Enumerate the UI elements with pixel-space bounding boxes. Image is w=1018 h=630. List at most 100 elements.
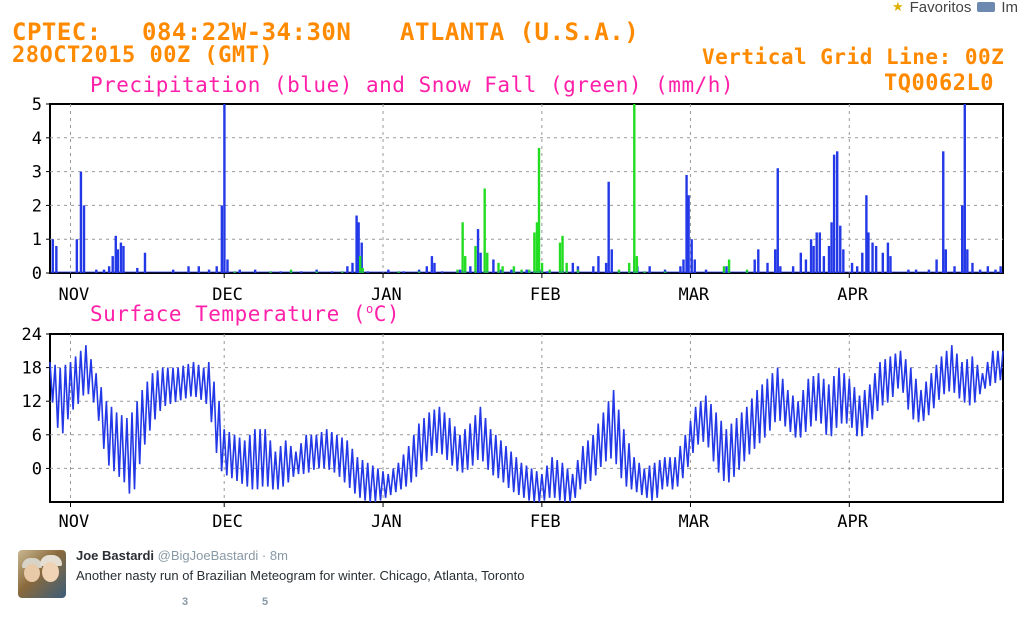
- precipitation-bar: [223, 104, 226, 273]
- precipitation-bar: [425, 266, 428, 273]
- precipitation-bar: [679, 266, 682, 273]
- precipitation-bar: [604, 262, 608, 273]
- precipitation-bar: [114, 235, 117, 273]
- snowfall-bar: [456, 269, 459, 273]
- precipitation-bar: [136, 267, 139, 273]
- precipitation-bar: [961, 205, 964, 273]
- snowfall-bar: [540, 262, 544, 273]
- precipitation-bar: [107, 266, 111, 273]
- header-coords: 084:22W-34:30N: [142, 18, 352, 46]
- precipitation-bar: [648, 266, 651, 273]
- precipitation-bar: [607, 181, 610, 273]
- header-source: CPTEC:: [12, 18, 102, 46]
- tweet-text: Another nasty run of Brazilian Meteogram…: [76, 568, 525, 583]
- snowfall-bar: [474, 245, 477, 273]
- tweet-author[interactable]: Joe Bastardi: [76, 548, 155, 563]
- y-tick-label: 4: [32, 129, 42, 149]
- precipitation-bar: [753, 259, 756, 273]
- month-label: MAR: [678, 512, 709, 532]
- header-grid-line: Vertical Grid Line: 00Z: [702, 45, 1005, 69]
- y-tick-label: 5: [32, 95, 42, 115]
- precipitation-bar: [197, 266, 200, 273]
- chart-frame: [49, 333, 1004, 503]
- temperature-line: [49, 345, 1004, 503]
- month-label: JAN: [371, 512, 402, 532]
- snowfall-bar: [512, 266, 516, 273]
- precipitation-bar: [865, 195, 868, 273]
- snowfall-bar: [461, 222, 464, 273]
- precipitation-bar: [95, 269, 98, 273]
- snowfall-bar: [561, 235, 564, 273]
- precipitation-bar: [791, 266, 795, 273]
- precipitation-bar: [812, 245, 815, 273]
- precipitation-bar: [842, 249, 845, 273]
- precipitation-bar: [458, 269, 462, 273]
- header-code: TQ0062L0: [884, 71, 994, 96]
- precipitation-bar: [476, 229, 480, 273]
- snowfall-bar: [537, 147, 541, 273]
- precipitation-bar: [610, 249, 613, 273]
- precipitation-bar: [839, 225, 842, 273]
- precipitation-bar: [773, 249, 777, 273]
- precipitation-bar: [122, 245, 125, 273]
- precipitation-bar: [978, 269, 982, 273]
- precipitation-bar: [220, 205, 224, 273]
- import-icon[interactable]: [977, 2, 996, 12]
- precipitation-bar: [850, 262, 854, 273]
- star-icon[interactable]: ★: [891, 0, 904, 14]
- precipitation-bar: [171, 269, 175, 273]
- precipitation-bar: [830, 222, 833, 273]
- precipitation-bar: [776, 168, 779, 273]
- precipitation-bar: [867, 232, 870, 273]
- precipitation-bar: [355, 215, 358, 273]
- snowfall-bar: [627, 262, 631, 273]
- snowfall-bar: [528, 269, 531, 273]
- temp-chart-title: Surface Temperature (oC): [90, 302, 400, 326]
- precipitation-bar: [116, 249, 120, 273]
- temp-title-unit: o: [366, 302, 374, 316]
- precipitation-bar: [479, 252, 482, 273]
- precipitation-bar: [832, 154, 836, 273]
- precipitation-bar: [966, 249, 969, 273]
- snowfall-bar: [483, 188, 486, 273]
- precipitation-bar: [779, 266, 782, 273]
- snowfall-bar: [358, 256, 362, 273]
- precipitation-bar: [215, 266, 218, 273]
- month-label: DEC: [212, 285, 243, 305]
- precipitation-bar: [469, 266, 472, 273]
- temp-title-left: Surface Temperature (: [90, 302, 367, 326]
- precipitation-bar: [827, 245, 831, 273]
- precipitation-bar: [351, 262, 354, 273]
- precipitation-bar: [238, 269, 241, 273]
- precipitation-bar: [102, 269, 106, 273]
- precipitation-bar: [143, 252, 147, 273]
- precipitation-bar: [907, 269, 910, 273]
- favorite-count[interactable]: 5: [262, 596, 269, 608]
- precipitation-bar: [963, 104, 966, 273]
- precipitation-bar: [804, 259, 808, 273]
- snowfall-bar: [548, 269, 551, 273]
- month-label: DEC: [212, 512, 243, 532]
- precipitation-bar: [799, 252, 803, 273]
- month-label: NOV: [58, 512, 89, 532]
- precipitation-bar: [766, 262, 769, 273]
- tweet-handle[interactable]: @BigJoeBastardi · 8m: [157, 548, 288, 563]
- temp-title-right: C): [373, 302, 401, 326]
- precipitation-bar: [815, 232, 818, 273]
- truncated-link[interactable]: Im: [1001, 0, 1018, 16]
- snowfall-bar: [535, 222, 539, 273]
- snowfall-bar: [558, 242, 562, 273]
- month-label: APR: [837, 512, 868, 532]
- y-tick-label: 24: [22, 325, 42, 345]
- precipitation-bar: [430, 256, 434, 273]
- y-tick-label: 1: [32, 230, 42, 250]
- avatar[interactable]: [18, 550, 66, 598]
- retweet-count[interactable]: 3: [182, 596, 189, 608]
- favorites-link[interactable]: Favoritos: [909, 0, 972, 16]
- precipitation-bar: [82, 205, 86, 273]
- precipitation-bar: [360, 242, 363, 273]
- precipitation-bar: [187, 266, 190, 273]
- snowfall-bar: [565, 262, 568, 273]
- precipitation-bar: [226, 259, 229, 273]
